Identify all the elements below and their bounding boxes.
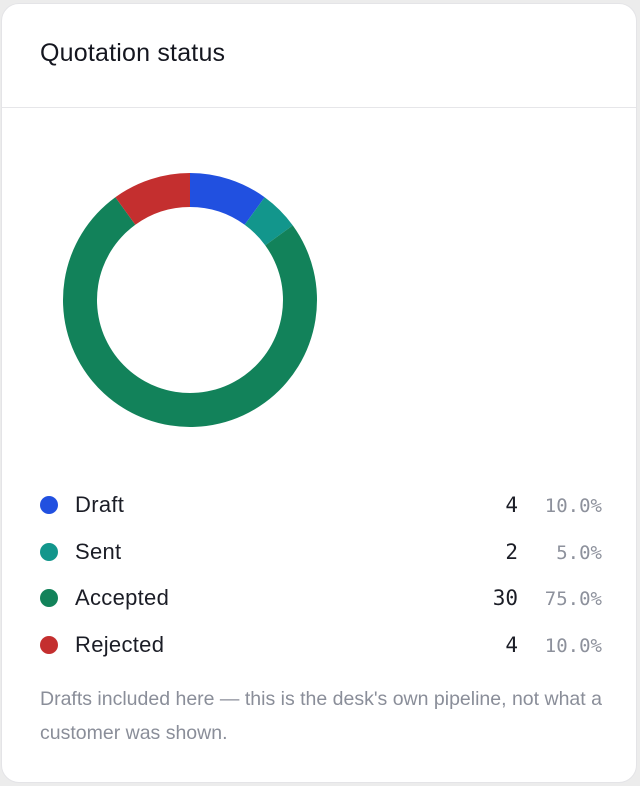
legend-count-rejected: 4 bbox=[505, 633, 518, 658]
legend-item-draft: Draft 4 10.0% bbox=[40, 482, 602, 529]
card-header: Quotation status bbox=[2, 4, 636, 108]
legend-label-accepted: Accepted bbox=[75, 585, 170, 611]
legend-count-accepted: 30 bbox=[492, 586, 518, 611]
legend-count-draft: 4 bbox=[505, 493, 518, 518]
legend-item-rejected: Rejected 4 10.0% bbox=[40, 622, 602, 669]
donut-slice-accepted bbox=[63, 197, 318, 428]
legend-values-rejected: 4 10.0% bbox=[505, 633, 602, 657]
legend-percent-draft: 10.0% bbox=[544, 495, 602, 518]
donut-slice-sent bbox=[244, 197, 293, 246]
legend-count-sent: 2 bbox=[505, 539, 518, 564]
legend-values-sent: 2 5.0% bbox=[505, 540, 602, 564]
legend-percent-sent: 5.0% bbox=[556, 541, 602, 564]
legend-swatch-draft bbox=[40, 496, 58, 515]
legend-values-draft: 4 10.0% bbox=[505, 493, 602, 517]
legend-swatch-rejected bbox=[40, 636, 58, 655]
donut-slice-rejected bbox=[115, 173, 190, 225]
legend-label-sent: Sent bbox=[75, 538, 122, 564]
chart-footnote: Drafts included here — this is the desk'… bbox=[40, 688, 602, 744]
donut-slice-draft bbox=[190, 173, 265, 225]
legend-percent-accepted: 75.0% bbox=[544, 588, 602, 611]
donut-chart bbox=[63, 173, 318, 428]
legend-label-draft: Draft bbox=[75, 492, 125, 518]
legend-label-rejected: Rejected bbox=[75, 632, 165, 658]
legend-item-accepted: Accepted 30 75.0% bbox=[40, 575, 602, 622]
card-title: Quotation status bbox=[40, 39, 226, 67]
chart-legend: Draft 4 10.0% Sent 2 5.0% Accepted 30 75… bbox=[40, 482, 602, 668]
legend-swatch-accepted bbox=[40, 589, 58, 608]
legend-values-accepted: 30 75.0% bbox=[493, 586, 602, 610]
legend-swatch-sent bbox=[40, 542, 58, 561]
legend-item-sent: Sent 2 5.0% bbox=[40, 529, 602, 576]
donut-chart-area bbox=[2, 109, 636, 469]
quotation-status-card: Quotation status Draft 4 10.0% Sent 2 5.… bbox=[1, 3, 637, 783]
legend-percent-rejected: 10.0% bbox=[544, 635, 602, 658]
